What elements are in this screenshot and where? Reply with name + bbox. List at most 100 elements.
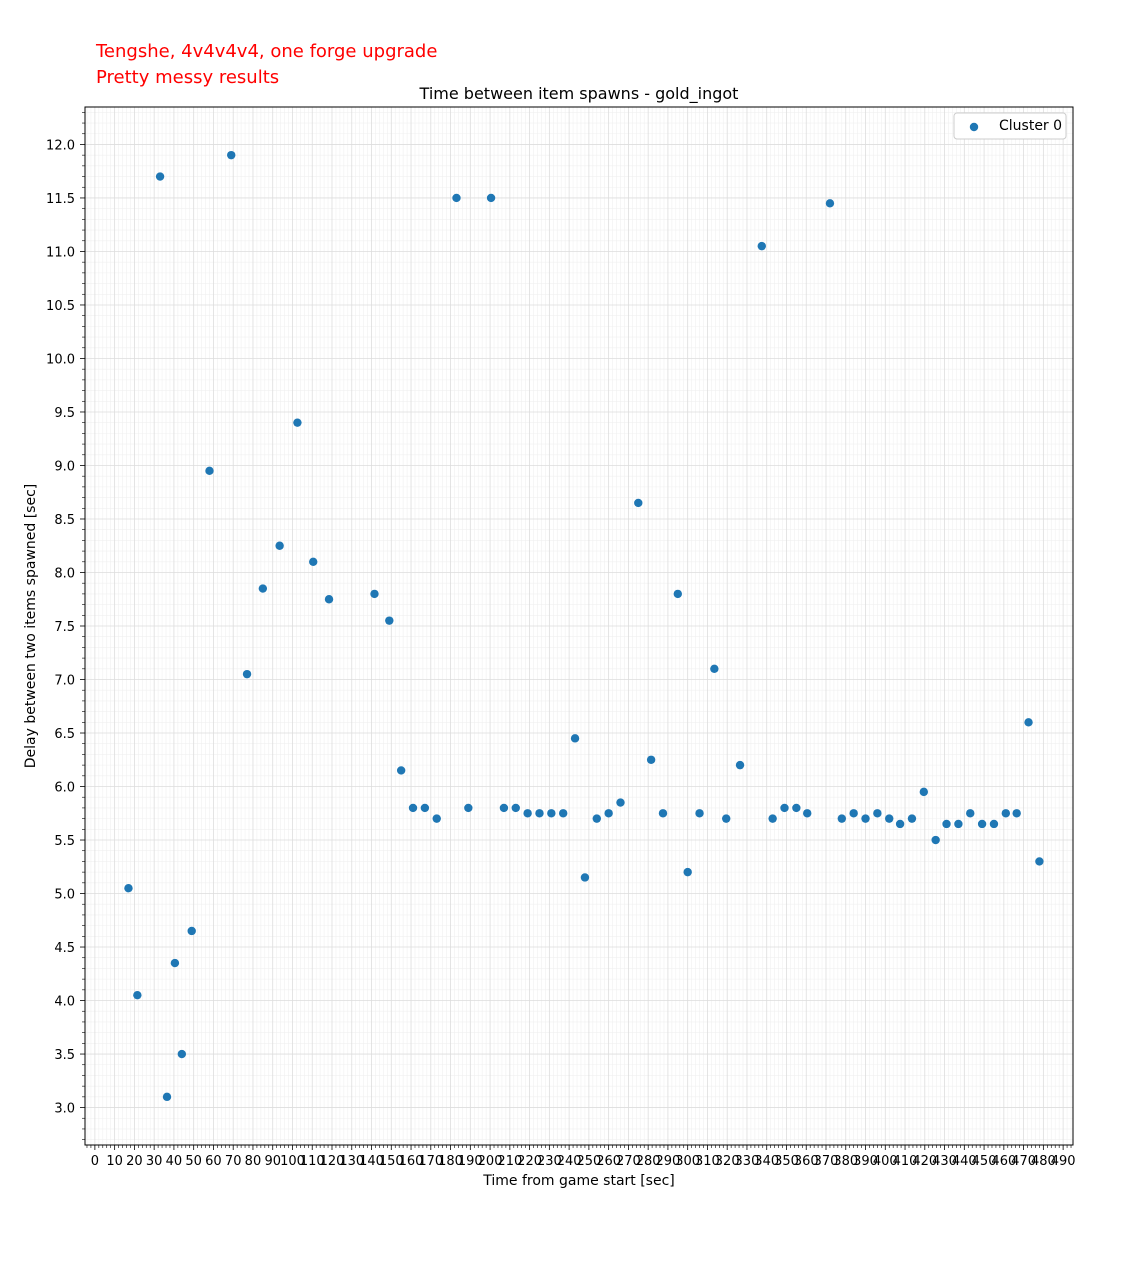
x-tick-label: 420	[912, 1154, 937, 1169]
data-point	[722, 814, 731, 823]
x-axis-label: Time from game start [sec]	[482, 1173, 675, 1189]
data-point	[1024, 718, 1033, 727]
data-point	[205, 466, 214, 476]
x-axis-ticks: 0 10 20 30 40 50 60 70 80 90 100110120130140150160…	[86, 1145, 1076, 1169]
x-tick-label: 380	[833, 1154, 858, 1169]
data-point	[604, 809, 613, 818]
data-point	[580, 873, 590, 882]
x-tick-label: 60	[205, 1154, 222, 1169]
data-point	[511, 803, 520, 813]
x-tick-label: 120	[320, 1154, 345, 1169]
x-tick-label: 450	[972, 1154, 997, 1169]
data-point	[187, 926, 196, 936]
data-point	[942, 819, 951, 829]
y-tick-label: 9.0	[54, 459, 75, 474]
x-tick-label: 260	[596, 1154, 621, 1169]
data-point	[535, 809, 544, 818]
legend-marker	[969, 122, 979, 132]
y-tick-label: 9.5	[54, 406, 75, 421]
data-point	[1001, 809, 1011, 818]
data-point	[966, 809, 975, 818]
data-point	[170, 958, 180, 968]
data-point	[634, 498, 643, 508]
data-point	[162, 1092, 172, 1102]
x-tick-label: 250	[576, 1154, 601, 1169]
x-tick-label: 140	[359, 1154, 384, 1169]
data-point	[324, 595, 334, 604]
x-tick-label: 210	[497, 1154, 522, 1169]
data-point	[616, 798, 625, 807]
y-tick-label: 7.0	[54, 674, 75, 689]
data-point	[177, 1049, 187, 1059]
y-tick-label: 10.0	[46, 352, 75, 367]
data-point	[408, 803, 418, 813]
y-tick-label: 10.5	[46, 299, 75, 314]
data-point	[547, 809, 556, 818]
x-tick-label: 310	[695, 1154, 720, 1169]
data-point	[895, 819, 905, 829]
x-tick-label: 150	[379, 1154, 404, 1169]
data-point	[757, 241, 766, 251]
x-tick-label: 50	[185, 1154, 202, 1169]
y-tick-label: 8.5	[54, 513, 75, 528]
y-tick-label: 6.0	[54, 781, 75, 796]
x-tick-label: 400	[873, 1154, 898, 1169]
y-tick-label: 7.5	[54, 620, 75, 635]
y-tick-label: 3.0	[54, 1102, 75, 1117]
x-tick-label: 480	[1031, 1154, 1056, 1169]
data-point	[293, 418, 302, 427]
data-point	[907, 814, 917, 823]
data-points	[124, 150, 1044, 1102]
data-point	[464, 803, 473, 813]
data-point	[735, 760, 745, 770]
data-point	[558, 809, 568, 818]
data-point	[242, 669, 252, 679]
y-tick-label: 4.0	[54, 995, 75, 1010]
y-tick-label: 12.0	[46, 138, 75, 153]
x-tick-label: 170	[418, 1154, 443, 1169]
data-point	[954, 819, 963, 829]
data-point	[803, 809, 812, 818]
data-point	[309, 557, 318, 566]
data-point	[873, 809, 882, 818]
legend: Cluster 0	[953, 112, 1067, 140]
data-point	[155, 172, 165, 181]
data-point	[646, 755, 656, 764]
data-point	[780, 803, 789, 813]
x-tick-label: 490	[1051, 1154, 1076, 1169]
y-axis-label: Delay between two items spawned [sec]	[23, 484, 39, 768]
data-point	[695, 809, 704, 818]
data-point	[792, 803, 801, 813]
data-point	[658, 809, 668, 818]
data-point	[227, 150, 236, 160]
data-point	[275, 541, 284, 550]
data-point	[570, 734, 580, 743]
x-tick-label: 160	[399, 1154, 424, 1169]
x-tick-label: 180	[438, 1154, 463, 1169]
x-tick-label: 320	[715, 1154, 740, 1169]
data-point	[825, 199, 835, 208]
data-point	[258, 584, 268, 593]
x-tick-label: 100	[280, 1154, 305, 1169]
data-point	[931, 835, 940, 845]
y-tick-label: 5.0	[54, 888, 75, 903]
x-tick-label: 300	[675, 1154, 700, 1169]
data-point	[370, 589, 379, 599]
y-tick-label: 3.5	[54, 1048, 75, 1063]
data-point	[133, 990, 142, 1000]
data-point	[989, 819, 999, 829]
data-point	[885, 814, 894, 823]
annotation-line-2: Pretty messy results	[96, 67, 280, 88]
x-tick-label: 30	[146, 1154, 163, 1169]
x-tick-label: 80	[245, 1154, 262, 1169]
data-point	[523, 809, 532, 818]
x-tick-label: 470	[1011, 1154, 1036, 1169]
x-tick-label: 410	[893, 1154, 918, 1169]
y-tick-label: 6.5	[54, 727, 75, 742]
x-tick-label: 110	[300, 1154, 325, 1169]
x-tick-label: 460	[991, 1154, 1016, 1169]
x-tick-label: 370	[814, 1154, 839, 1169]
data-point	[124, 883, 133, 893]
data-point	[452, 193, 461, 203]
